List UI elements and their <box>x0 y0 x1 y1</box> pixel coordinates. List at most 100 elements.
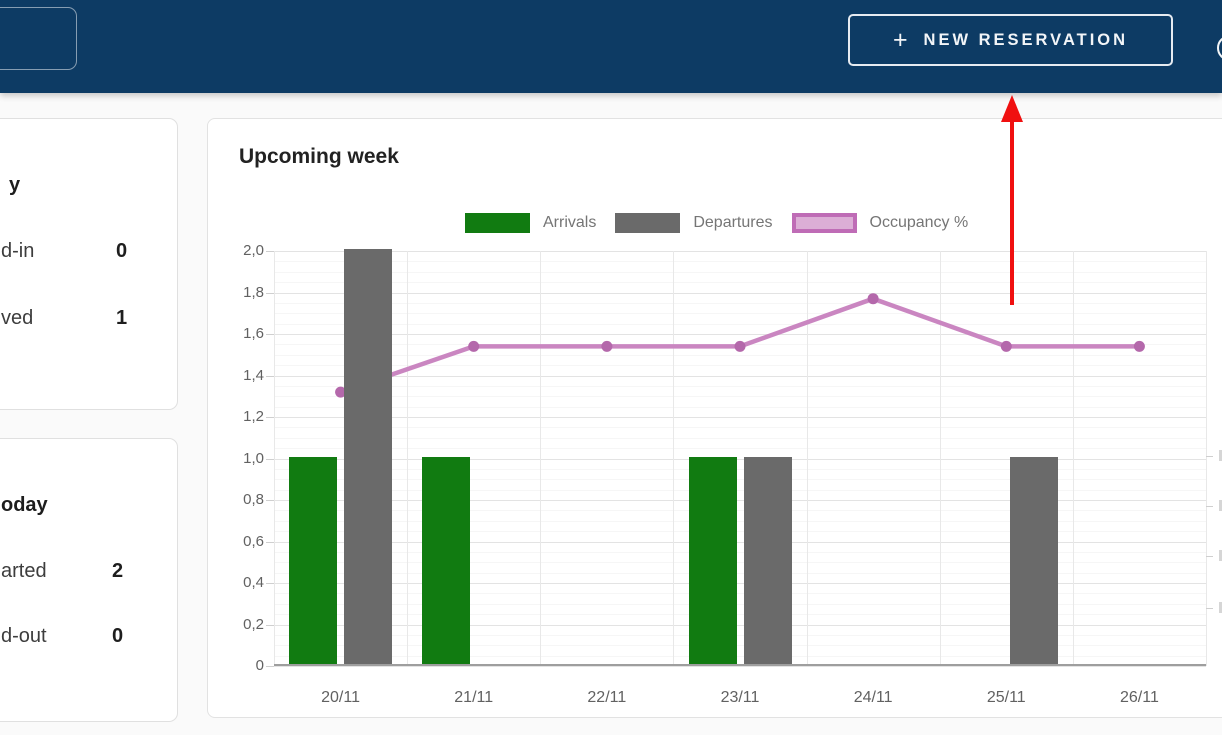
stat-label: d-out <box>1 625 47 647</box>
minor-gridline <box>274 468 1206 470</box>
legend-swatch <box>791 213 857 233</box>
minor-gridline <box>274 593 1206 595</box>
y-axis-tick <box>266 500 274 501</box>
vertical-gridline <box>407 251 408 666</box>
minor-gridline <box>274 406 1206 408</box>
major-gridline <box>274 417 1206 418</box>
legend-item-arrivals[interactable]: Arrivals <box>465 213 596 233</box>
right-axis-tick <box>1206 506 1213 507</box>
stats-card-departures: oday arted 2 d-out 0 <box>0 438 178 722</box>
major-gridline <box>274 334 1206 335</box>
minor-gridline <box>274 448 1206 450</box>
bar-arrivals-23/11 <box>688 456 737 664</box>
major-gridline <box>274 375 1206 377</box>
app-header: + NEW RESERVATION <box>0 0 1222 93</box>
y-axis-label: 0,4 <box>243 574 264 591</box>
minor-gridline <box>274 645 1206 647</box>
y-axis-tick <box>266 583 274 584</box>
occupancy-line <box>335 293 1145 398</box>
legend-swatch <box>465 213 530 233</box>
annotation-arrow-head <box>1001 95 1023 122</box>
legend-label: Occupancy % <box>869 214 969 231</box>
legend-label: Arrivals <box>543 214 597 231</box>
stat-value: 1 <box>116 307 128 329</box>
right-axis-label-fragment <box>1219 450 1222 461</box>
y-axis-label: 0 <box>255 657 264 674</box>
vertical-gridline <box>540 251 541 666</box>
y-axis-label: 1,6 <box>243 325 264 342</box>
stat-value: 0 <box>112 625 124 647</box>
x-axis-label: 26/11 <box>1119 689 1159 706</box>
minor-gridline <box>274 603 1206 605</box>
minor-gridline <box>274 489 1206 491</box>
minor-gridline <box>274 396 1206 398</box>
right-axis-label-fragment <box>1219 550 1222 561</box>
major-gridline <box>274 292 1206 294</box>
line-point <box>1000 340 1012 352</box>
legend-label: Departures <box>693 214 773 231</box>
line-point <box>468 340 480 352</box>
minor-gridline <box>274 365 1206 367</box>
minor-gridline <box>274 282 1206 284</box>
stat-value: 0 <box>116 240 128 262</box>
new-reservation-label: NEW RESERVATION <box>923 30 1129 49</box>
minor-gridline <box>274 437 1206 439</box>
stat-value: 2 <box>112 560 124 582</box>
minor-gridline <box>274 302 1206 304</box>
new-reservation-button[interactable]: + NEW RESERVATION <box>848 14 1173 66</box>
y-axis-label: 0,8 <box>243 491 264 508</box>
major-gridline <box>274 500 1206 501</box>
major-gridline <box>274 624 1206 626</box>
x-axis-line <box>274 664 1206 666</box>
y-axis-tick <box>266 624 274 626</box>
minor-gridline <box>274 531 1206 533</box>
y-axis-label: 1,4 <box>243 366 264 384</box>
minor-gridline <box>274 427 1206 429</box>
y-axis-tick <box>266 541 274 543</box>
minor-gridline <box>274 479 1206 481</box>
chart-title: Upcoming week <box>239 145 399 168</box>
y-axis-tick <box>266 458 274 460</box>
minor-gridline <box>274 614 1206 616</box>
minor-gridline <box>274 562 1206 564</box>
annotation-arrow-line <box>1010 120 1014 305</box>
minor-gridline <box>274 354 1206 356</box>
vertical-gridline <box>807 251 808 666</box>
x-axis-label: 23/11 <box>720 689 760 706</box>
minor-gridline <box>274 510 1206 512</box>
y-axis-label: 2,0 <box>243 242 264 259</box>
y-axis-label: 1,0 <box>243 449 264 467</box>
y-axis-tick <box>266 375 274 377</box>
x-axis-label: 22/11 <box>587 689 627 706</box>
line-point <box>601 340 613 352</box>
header-left-button-partial[interactable] <box>0 7 77 70</box>
major-gridline <box>274 666 1206 667</box>
vertical-gridline <box>940 251 941 666</box>
y-axis-tick <box>266 292 274 294</box>
line-point <box>867 293 879 305</box>
major-gridline <box>274 251 1206 252</box>
chart-legend: Arrivals Departures Occupancy % <box>465 213 968 233</box>
right-axis-label-fragment <box>1219 602 1222 613</box>
upcoming-week-card: Upcoming week Arrivals Departures Occupanc… <box>207 118 1222 718</box>
major-gridline <box>274 541 1206 543</box>
x-axis-label: 20/11 <box>321 689 360 706</box>
y-axis-tick <box>266 334 274 335</box>
legend-item-occupancy-[interactable]: Occupancy % <box>791 213 969 233</box>
right-axis-tick <box>1206 456 1213 457</box>
right-axis-tick <box>1206 556 1213 557</box>
vertical-gridline <box>1073 251 1074 666</box>
line-point <box>734 340 746 352</box>
plot-area[interactable] <box>266 249 1222 667</box>
right-axis-label-fragment <box>1219 500 1222 511</box>
x-axis-label: 21/11 <box>454 689 494 706</box>
user-avatar-icon[interactable] <box>1217 35 1222 61</box>
y-axis-label: 1,8 <box>243 283 264 301</box>
legend-item-departures[interactable]: Departures <box>615 213 773 233</box>
bar-departures-25/11 <box>1009 456 1058 664</box>
minor-gridline <box>274 323 1206 325</box>
bar-arrivals-20/11 <box>289 456 338 664</box>
minor-gridline <box>274 655 1206 657</box>
card-title-fragment: oday <box>1 494 48 516</box>
minor-gridline <box>274 572 1206 574</box>
